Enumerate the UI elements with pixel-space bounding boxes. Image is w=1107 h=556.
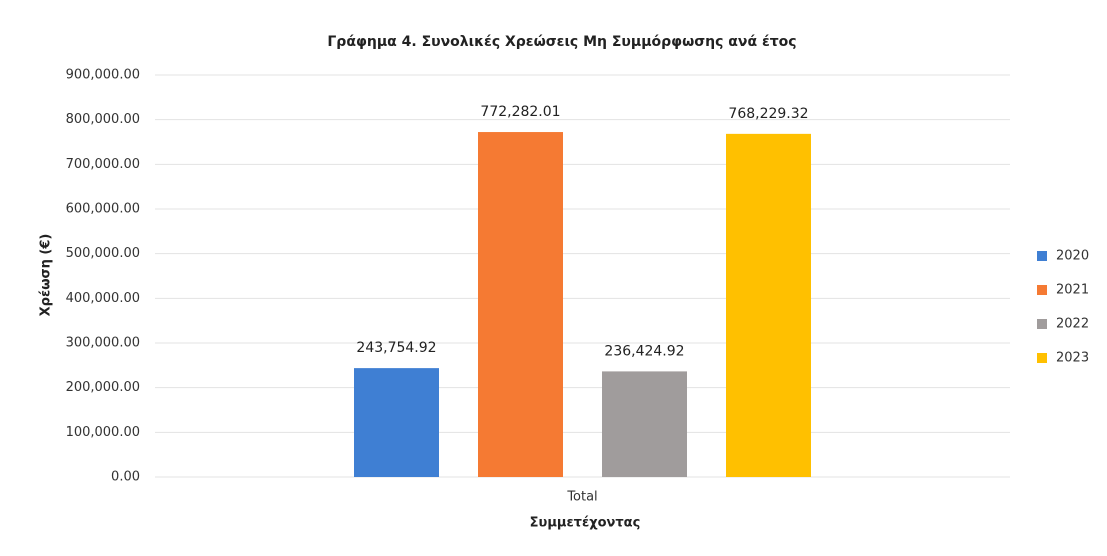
legend-label: 2020 (1056, 249, 1089, 264)
y-tick-label: 800,000.00 (66, 112, 140, 127)
data-label: 772,282.01 (480, 104, 560, 120)
data-label: 243,754.92 (356, 340, 436, 356)
y-tick-label: 0.00 (111, 470, 140, 485)
x-tick-label: Total (566, 490, 597, 505)
data-label: 236,424.92 (604, 343, 684, 359)
x-axis-title: Συμμετέχοντας (530, 516, 641, 531)
y-tick-label: 500,000.00 (66, 246, 140, 261)
bar (478, 132, 563, 477)
legend-swatch (1037, 353, 1047, 363)
legend-label: 2021 (1056, 283, 1089, 298)
y-tick-label: 300,000.00 (66, 336, 140, 351)
bar (602, 371, 687, 477)
bar (726, 133, 811, 477)
y-tick-label: 600,000.00 (66, 202, 140, 217)
legend-swatch (1037, 251, 1047, 261)
y-tick-label: 100,000.00 (66, 425, 140, 440)
bar (354, 368, 439, 477)
data-label: 768,229.32 (728, 106, 808, 122)
y-tick-label: 900,000.00 (66, 68, 140, 83)
legend-label: 2023 (1056, 351, 1089, 366)
legend-swatch (1037, 285, 1047, 295)
chart-title: Γράφημα 4. Συνολικές Χρεώσεις Μη Συμμόρφ… (327, 34, 796, 50)
y-tick-label: 400,000.00 (66, 291, 140, 306)
y-tick-label: 700,000.00 (66, 157, 140, 172)
legend-swatch (1037, 319, 1047, 329)
legend-label: 2022 (1056, 317, 1089, 332)
y-tick-label: 200,000.00 (66, 380, 140, 395)
y-axis-title: Χρέωση (€) (39, 234, 54, 317)
